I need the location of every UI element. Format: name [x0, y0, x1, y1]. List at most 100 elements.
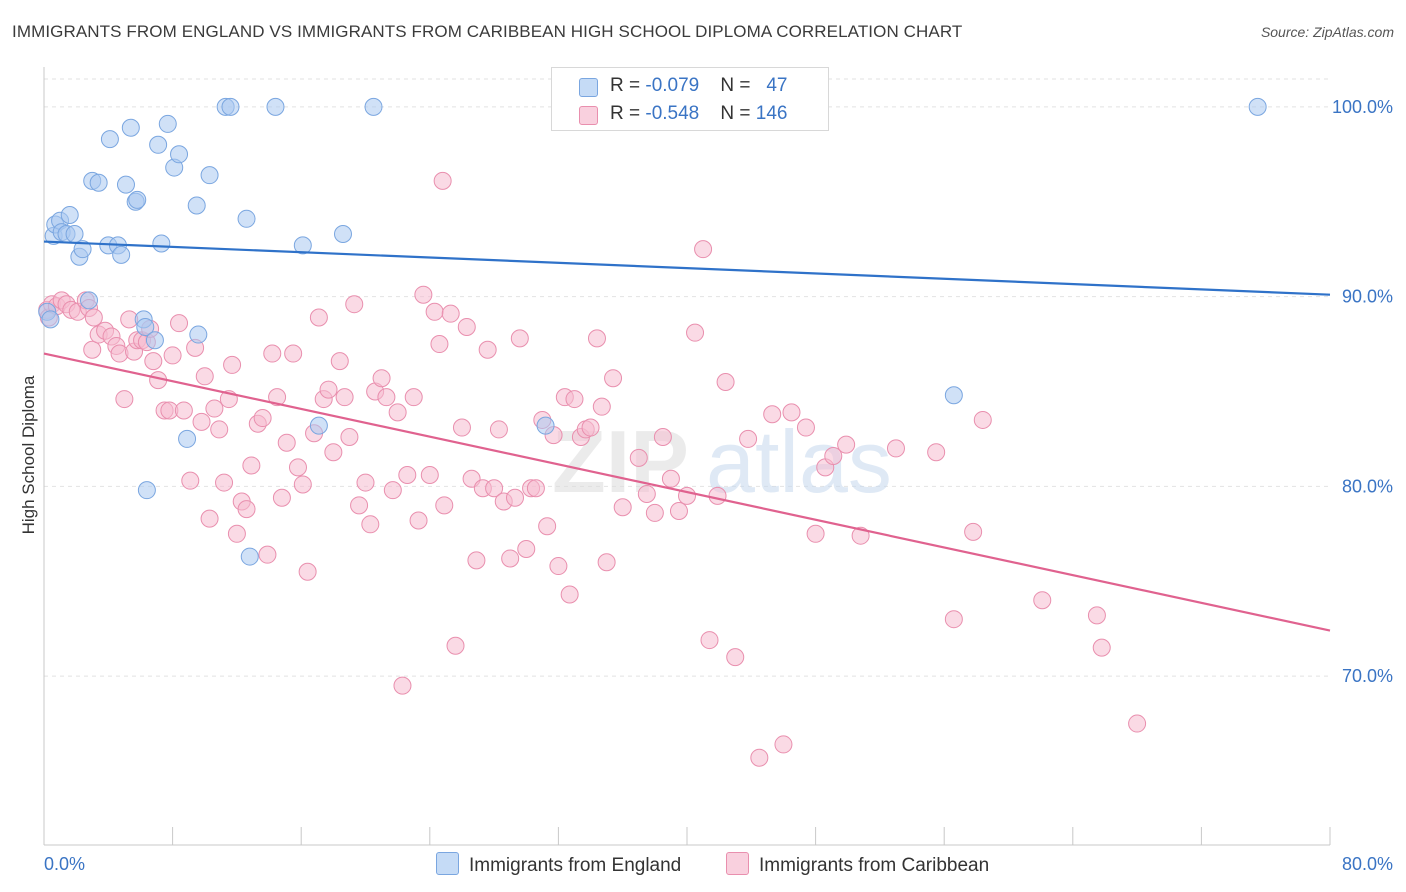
y-tick-label: 70.0%: [1342, 666, 1393, 686]
caribbean-point: [284, 344, 303, 363]
caribbean-point: [215, 473, 234, 492]
caribbean-point: [1087, 606, 1106, 625]
caribbean-point: [637, 484, 656, 503]
caribbean-point: [478, 340, 497, 359]
caribbean-point: [944, 610, 963, 629]
caribbean-point: [237, 500, 256, 519]
england-point: [149, 135, 168, 154]
caribbean-point: [973, 410, 992, 429]
caribbean-point: [242, 456, 261, 475]
caribbean-point: [886, 439, 905, 458]
caribbean-point: [505, 488, 524, 507]
england-legend-label: Immigrants from England: [469, 855, 682, 876]
england-point: [240, 547, 259, 566]
caribbean-point: [298, 562, 317, 581]
caribbean-point: [726, 648, 745, 667]
caribbean-point: [205, 399, 224, 418]
caribbean-point: [565, 390, 584, 409]
n-label: N =: [720, 103, 756, 124]
caribbean-point: [686, 323, 705, 342]
england-swatch: [579, 78, 598, 97]
england-point: [60, 206, 79, 225]
england-n-value: 47: [766, 75, 788, 96]
y-tick-label: 90.0%: [1342, 287, 1393, 307]
caribbean-point: [457, 317, 476, 336]
caribbean-n-value: 146: [755, 103, 788, 124]
tick-labels: 70.0% 80.0% 90.0% 100.0% 0.0% 80.0%: [44, 97, 1393, 874]
caribbean-point: [653, 428, 672, 447]
caribbean-point: [739, 429, 758, 448]
caribbean-point: [694, 240, 713, 259]
caribbean-point: [345, 295, 364, 314]
caribbean-point: [409, 511, 428, 530]
caribbean-point: [806, 524, 825, 543]
england-point: [128, 190, 147, 209]
caribbean-point: [750, 748, 769, 767]
england-point: [152, 234, 171, 253]
caribbean-point: [452, 418, 471, 437]
england-point: [112, 245, 131, 264]
caribbean-point: [661, 469, 680, 488]
caribbean-point: [361, 515, 380, 534]
england-point: [333, 224, 352, 243]
caribbean-point: [404, 388, 423, 407]
caribbean-point: [526, 479, 545, 498]
caribbean-point: [319, 380, 338, 399]
caribbean-point: [517, 539, 536, 558]
x-tick-label-max: 80.0%: [1342, 854, 1393, 874]
caribbean-point: [377, 388, 396, 407]
england-point: [266, 97, 285, 116]
caribbean-point: [288, 458, 307, 477]
caribbean-point: [414, 285, 433, 304]
correlation-legend: R = -0.079 N = 47 R = -0.548 N = 146: [551, 67, 829, 131]
england-point: [121, 118, 140, 137]
caribbean-point: [393, 676, 412, 695]
caribbean-point: [174, 401, 193, 420]
caribbean-point: [708, 486, 727, 505]
caribbean-point: [430, 335, 449, 354]
caribbean-point: [425, 302, 444, 321]
caribbean-point: [774, 735, 793, 754]
r-label: R =: [610, 75, 646, 96]
caribbean-point: [485, 479, 504, 498]
england-points: [38, 97, 1267, 566]
england-point: [309, 416, 328, 435]
england-legend-swatch: [436, 852, 459, 875]
source-label: Source: ZipAtlas.com: [1260, 24, 1394, 40]
caribbean-point: [163, 346, 182, 365]
england-point: [137, 481, 156, 500]
chart-title: IMMIGRANTS FROM ENGLAND VS IMMIGRANTS FR…: [12, 22, 963, 41]
england-point: [80, 291, 99, 310]
caribbean-point: [716, 372, 735, 391]
england-point: [293, 236, 312, 255]
caribbean-point: [669, 502, 688, 521]
caribbean-point: [335, 388, 354, 407]
caribbean-point: [181, 471, 200, 490]
watermark: ZIP atlas: [552, 412, 892, 511]
england-point: [116, 175, 135, 194]
caribbean-point: [195, 367, 214, 386]
watermark-zip: ZIP: [552, 412, 689, 511]
england-point: [189, 325, 208, 344]
caribbean-points: [38, 171, 1147, 767]
caribbean-point: [927, 443, 946, 462]
caribbean-point: [1092, 638, 1111, 657]
england-point: [170, 145, 189, 164]
england-point: [178, 429, 197, 448]
caribbean-point: [824, 447, 843, 465]
caribbean-point: [782, 403, 801, 422]
y-tick-label: 80.0%: [1342, 476, 1393, 496]
caribbean-point: [613, 498, 632, 517]
caribbean-point: [268, 388, 287, 407]
caribbean-point: [1033, 591, 1052, 610]
england-point: [187, 196, 206, 215]
caribbean-point: [309, 308, 328, 327]
caribbean-point: [210, 420, 229, 439]
caribbean-point: [258, 545, 277, 564]
england-point: [536, 416, 555, 435]
caribbean-point: [170, 314, 189, 333]
england-point: [100, 130, 119, 149]
y-tick-label: 100.0%: [1332, 97, 1393, 117]
caribbean-point: [763, 405, 782, 424]
england-point: [158, 114, 177, 133]
